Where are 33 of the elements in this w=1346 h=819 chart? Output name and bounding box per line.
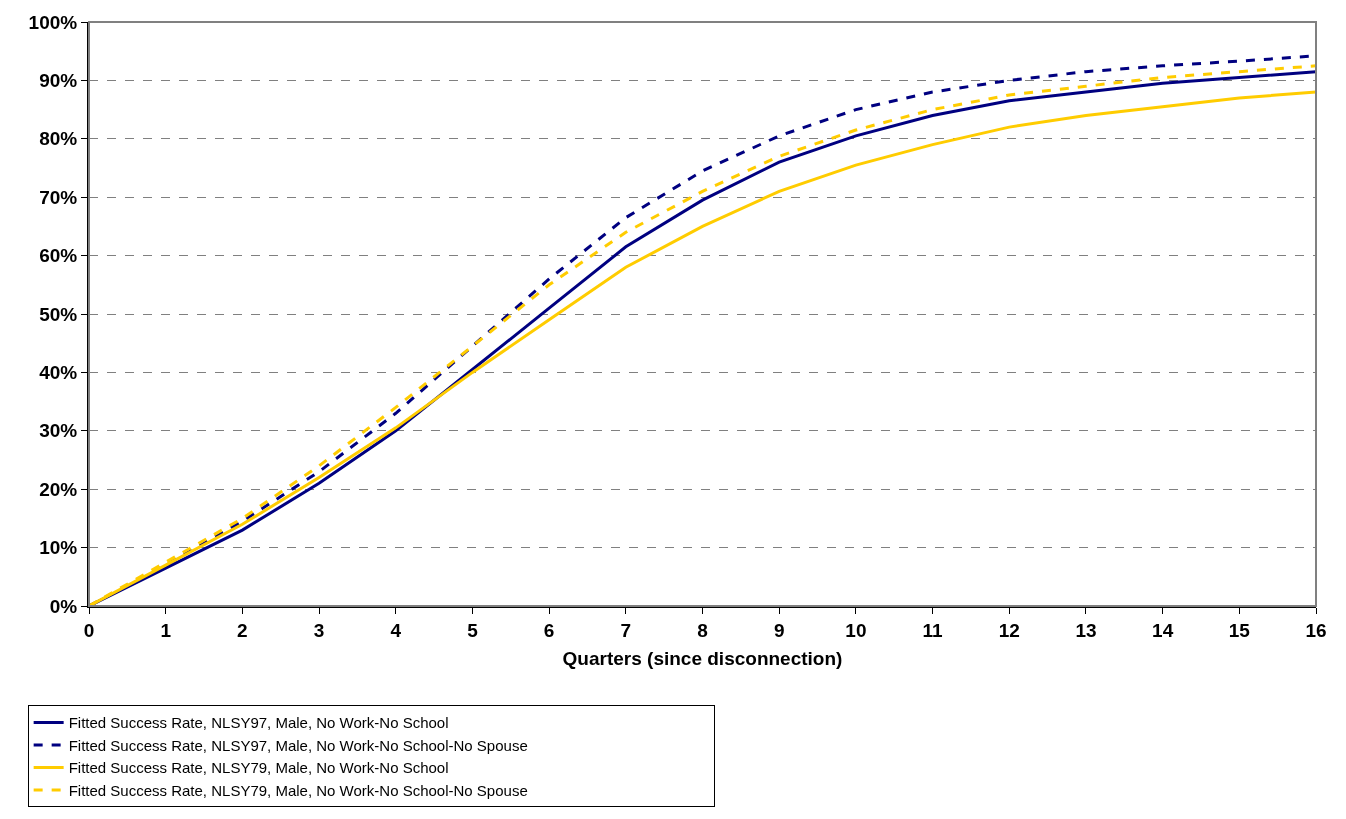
x-tick-label: 7 [620, 619, 632, 641]
y-tick-label: 80% [39, 128, 78, 150]
x-tick-label: 10 [845, 619, 867, 641]
x-tick-label: 16 [1305, 619, 1327, 641]
y-tick-label: 90% [39, 70, 78, 92]
x-axis-title: Quarters (since disconnection) [562, 648, 843, 670]
x-tick-label: 11 [922, 619, 944, 641]
legend-label: Fitted Success Rate, NLSY79, Male, No Work-No School [68, 759, 449, 777]
x-tick-label: 4 [390, 619, 402, 641]
y-tick-label: 10% [39, 537, 78, 559]
x-tick-label: 14 [1152, 619, 1174, 641]
legend-label: Fitted Success Rate, NLSY79, Male, No Work-No School-No Spouse [68, 781, 528, 799]
x-tick-label: 8 [697, 619, 708, 641]
x-tick-label: 12 [998, 619, 1020, 641]
x-tick-label: 3 [313, 619, 325, 641]
x-tick-label: 2 [237, 619, 248, 641]
x-tick-label: 0 [83, 619, 95, 641]
y-tick-label: 100% [28, 11, 78, 33]
y-tick-label: 20% [39, 478, 78, 500]
y-tick-label: 0% [49, 595, 78, 617]
x-tick-label: 13 [1075, 619, 1097, 641]
x-tick-label: 6 [543, 619, 555, 641]
x-tick-label: 1 [160, 619, 172, 641]
y-tick-label: 60% [39, 245, 78, 267]
y-tick-label: 70% [39, 186, 78, 208]
legend-label: Fitted Success Rate, NLSY97, Male, No Work-No School [68, 714, 449, 732]
y-tick-label: 40% [39, 362, 78, 384]
y-tick-label: 30% [39, 420, 78, 442]
y-tick-label: 50% [39, 303, 78, 325]
x-tick-label: 9 [773, 619, 785, 641]
x-tick-label: 5 [467, 619, 479, 641]
legend-label: Fitted Success Rate, NLSY97, Male, No Work-No School-No Spouse [68, 736, 528, 754]
x-tick-label: 15 [1228, 619, 1251, 641]
